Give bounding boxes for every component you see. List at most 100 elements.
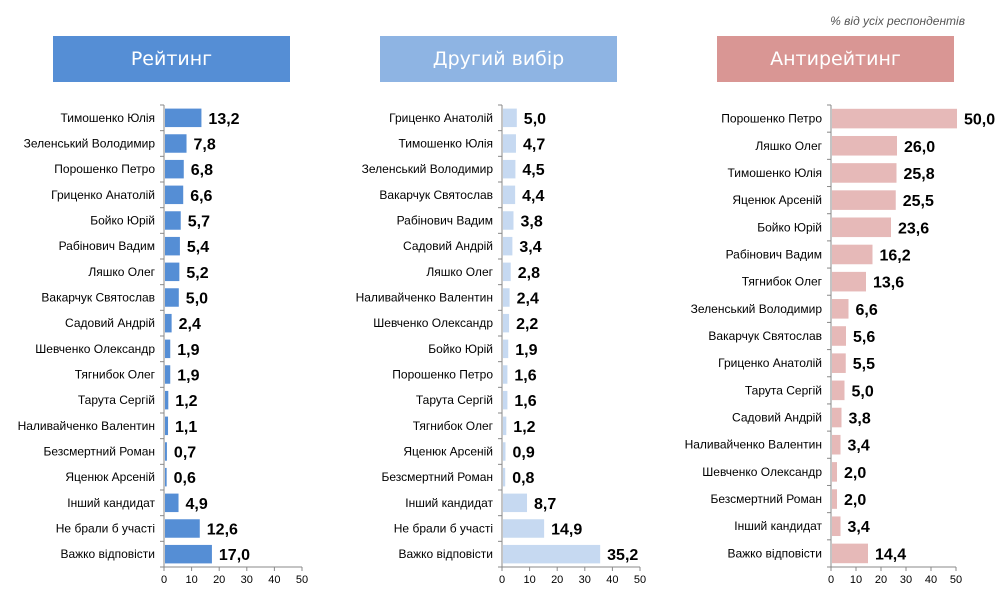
- category-label: Важко відповісти: [60, 547, 155, 561]
- x-tick-label: 40: [925, 574, 937, 586]
- data-label: 5,7: [188, 214, 210, 231]
- category-label: Наливайченко Валентин: [356, 291, 493, 305]
- bar: [503, 262, 511, 282]
- data-label: 5,4: [187, 239, 209, 256]
- x-tick-label: 50: [950, 574, 962, 586]
- data-label: 0,6: [174, 470, 196, 487]
- bar: [165, 493, 179, 513]
- bar: [165, 134, 187, 153]
- data-label: 4,9: [186, 496, 208, 513]
- category-label: Інший кандидат: [405, 496, 493, 510]
- category-label: Порошенко Петро: [721, 112, 822, 126]
- data-label: 26,0: [904, 139, 935, 156]
- data-label: 3,4: [848, 519, 870, 536]
- bar: [165, 236, 180, 256]
- bar: [832, 108, 957, 129]
- category-label: Безсмертний Роман: [381, 470, 493, 484]
- category-label: Тарута Сергій: [745, 383, 822, 397]
- bar: [832, 244, 873, 265]
- data-label: 1,2: [513, 419, 535, 436]
- category-label: Рабінович Вадим: [397, 214, 493, 228]
- bar: [165, 288, 179, 307]
- category-label: Яценюк Арсеній: [732, 193, 822, 207]
- data-label: 8,7: [534, 496, 556, 513]
- data-label: 1,6: [514, 368, 536, 385]
- data-label: 2,0: [844, 492, 866, 509]
- x-tick-label: 10: [523, 574, 535, 586]
- category-label: Не брали б участі: [394, 522, 493, 536]
- bar: [832, 543, 868, 564]
- category-label: Важко відповісти: [398, 547, 493, 561]
- bar: [165, 313, 172, 333]
- data-label: 4,7: [523, 137, 545, 154]
- category-label: Порошенко Петро: [392, 368, 493, 382]
- data-label: 5,0: [852, 383, 874, 400]
- bar: [832, 353, 846, 373]
- x-tick-label: 30: [900, 574, 912, 586]
- bar: [503, 236, 513, 256]
- x-tick-label: 40: [606, 574, 618, 586]
- data-label: 0,8: [512, 470, 534, 487]
- data-label: 50,0: [964, 112, 995, 129]
- data-label: 14,4: [875, 546, 906, 563]
- bar: [503, 134, 516, 153]
- data-label: 5,5: [853, 356, 875, 373]
- bar: [832, 380, 845, 401]
- data-label: 1,9: [177, 368, 199, 385]
- x-tick-label: 20: [213, 574, 225, 586]
- bar: [832, 516, 841, 537]
- category-label: Бойко Юрій: [428, 342, 493, 356]
- data-label: 0,7: [174, 445, 196, 462]
- bar: [832, 271, 866, 292]
- bar: [503, 313, 510, 333]
- bar: [503, 185, 516, 205]
- x-tick-label: 50: [634, 574, 646, 586]
- bar: [503, 467, 506, 487]
- category-label: Тимошенко Юлія: [728, 166, 823, 180]
- bar: [832, 217, 891, 238]
- data-label: 4,5: [522, 162, 544, 179]
- category-label: Безсмертний Роман: [710, 492, 822, 506]
- data-label: 25,8: [904, 166, 935, 183]
- data-label: 25,5: [903, 193, 934, 210]
- category-label: Інший кандидат: [67, 496, 155, 510]
- bar: [503, 211, 514, 230]
- x-tick-label: 20: [875, 574, 887, 586]
- x-tick-label: 0: [161, 574, 167, 586]
- bar: [165, 390, 169, 410]
- bar: [503, 544, 601, 564]
- data-label: 1,6: [514, 393, 536, 410]
- bar: [503, 108, 517, 128]
- bar: [165, 108, 202, 128]
- category-label: Рабінович Вадим: [59, 239, 155, 253]
- antirating-header: Антирейтинг: [717, 36, 954, 82]
- category-label: Тягнибок Олег: [75, 368, 156, 382]
- category-label: Тарута Сергій: [78, 393, 155, 407]
- category-label: Тимошенко Юлія: [399, 137, 494, 151]
- x-tick-label: 50: [296, 574, 308, 586]
- category-label: Садовий Андрій: [65, 316, 155, 330]
- data-label: 1,1: [175, 419, 197, 436]
- category-label: Шевченко Олександр: [35, 342, 155, 356]
- category-label: Тягнибок Олег: [413, 419, 494, 433]
- category-label: Зеленський Володимир: [362, 162, 494, 176]
- data-label: 35,2: [607, 547, 638, 564]
- category-label: Бойко Юрій: [757, 220, 822, 234]
- category-label: Ляшко Олег: [426, 265, 493, 279]
- bar: [503, 390, 508, 410]
- bar: [165, 262, 180, 282]
- category-label: Рабінович Вадим: [726, 247, 822, 261]
- data-label: 12,6: [207, 522, 238, 539]
- data-label: 6,6: [856, 302, 878, 319]
- category-label: Вакарчук Святослав: [708, 329, 822, 343]
- bar: [503, 339, 509, 359]
- bar: [503, 288, 510, 307]
- category-label: Вакарчук Святослав: [379, 188, 493, 202]
- data-label: 1,9: [177, 342, 199, 359]
- bar: [832, 190, 896, 210]
- category-label: Наливайченко Валентин: [685, 438, 822, 452]
- category-label: Садовий Андрій: [403, 239, 493, 253]
- data-label: 4,4: [522, 188, 544, 205]
- bar: [165, 159, 184, 179]
